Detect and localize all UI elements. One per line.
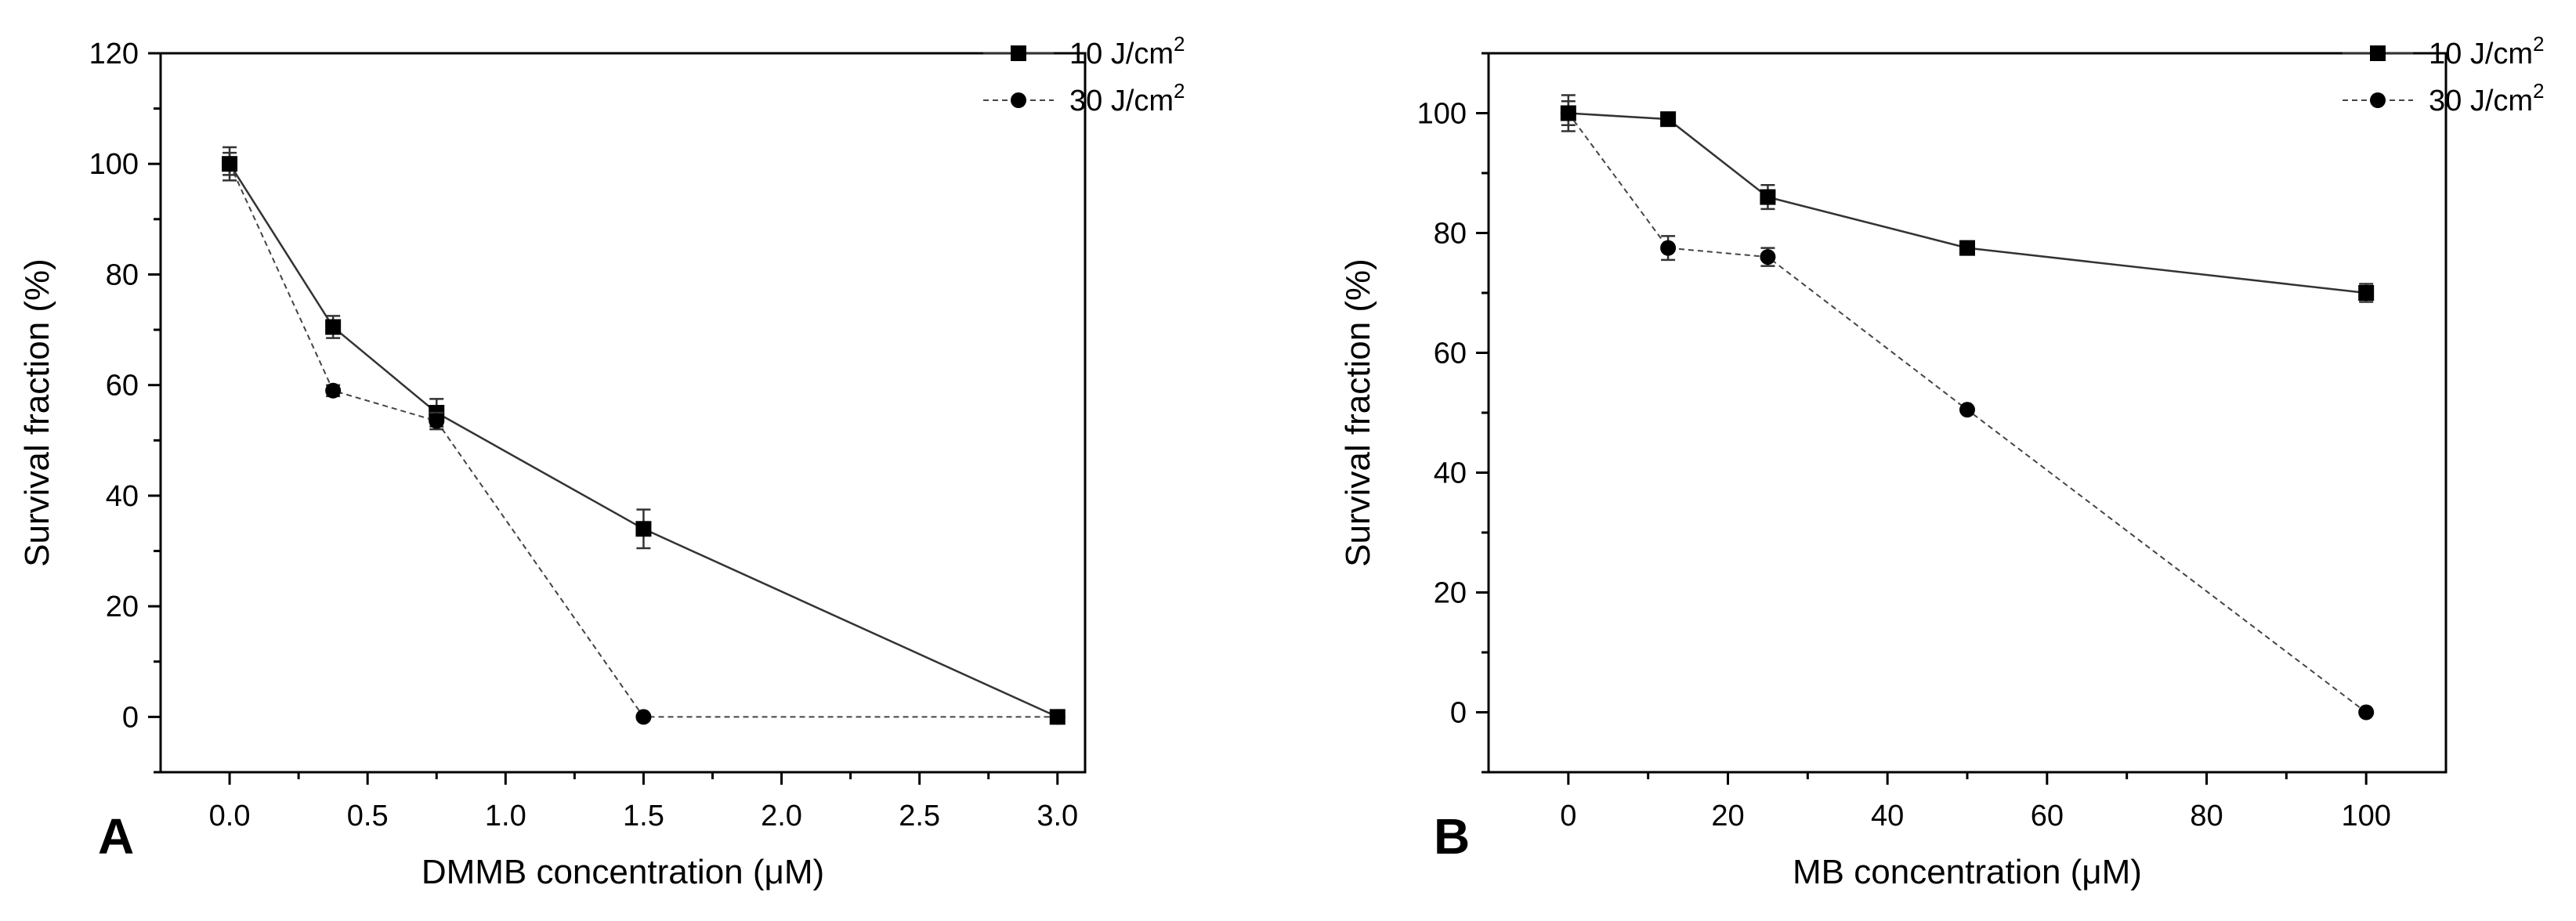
data-point-circle xyxy=(2358,704,2375,721)
legend-label: 10 J/cm2 xyxy=(1069,32,1185,70)
panel-a-axis-ticks: 0.0 0.5 1.0 1.5 2.0 2.5 3.0 0 20 40 60 80 100 120 xyxy=(89,38,1079,833)
data-point-circle xyxy=(429,413,445,429)
y-tick-label: 40 xyxy=(106,480,139,513)
legend-circle-icon xyxy=(1011,92,1026,108)
y-tick-label: 100 xyxy=(89,148,139,181)
data-point-square xyxy=(1959,240,1975,256)
x-tick-label: 1.0 xyxy=(485,800,526,833)
panel-a-label: A xyxy=(98,808,134,865)
y-tick-label: 20 xyxy=(106,591,139,623)
y-tick-label: 0 xyxy=(122,701,139,734)
data-point-circle xyxy=(222,156,238,172)
data-point-circle xyxy=(1959,402,1975,418)
data-point-square xyxy=(1660,111,1677,128)
y-tick-label: 60 xyxy=(106,370,139,403)
data-point-square xyxy=(1760,189,1776,205)
x-tick-label: 60 xyxy=(2031,800,2064,833)
x-tick-label: 0.5 xyxy=(347,800,389,833)
data-point-circle xyxy=(1760,249,1776,265)
x-tick-label: 1.5 xyxy=(623,800,664,833)
panel-a: 0.0 0.5 1.0 1.5 2.0 2.5 3.0 0 20 40 60 80 100 120 10 … xyxy=(18,32,1185,891)
y-tick-label: 100 xyxy=(1417,98,1467,131)
data-point-circle xyxy=(1049,709,1065,725)
x-tick-label: 0.0 xyxy=(209,800,251,833)
series-line-2 xyxy=(229,163,1058,718)
panel-b-x-axis-title: MB concentration (μM) xyxy=(1793,853,2142,891)
x-tick-label: 20 xyxy=(1711,800,1744,833)
panel-b-y-axis-title: Survival fraction (%) xyxy=(1339,258,1377,567)
data-point-circle xyxy=(1560,105,1576,121)
x-tick-label: 100 xyxy=(2341,800,2390,833)
panel-b-data-marks: 10 J/cm2 30 J/cm2 xyxy=(1560,32,2545,721)
y-tick-label: 60 xyxy=(1434,338,1467,370)
data-point-circle xyxy=(1660,240,1677,256)
series-line-1 xyxy=(229,163,1058,718)
panel-b-axis-ticks: 0 20 40 60 80 100 0 20 40 60 80 100 xyxy=(1417,52,2391,833)
y-tick-label: 120 xyxy=(89,38,139,70)
panel-a-y-axis-title: Survival fraction (%) xyxy=(18,258,56,567)
x-tick-label: 0 xyxy=(1560,800,1576,833)
data-point-circle xyxy=(325,382,342,399)
data-point-square xyxy=(2358,285,2375,301)
y-tick-label: 0 xyxy=(1450,697,1467,730)
legend-label: 30 J/cm2 xyxy=(2429,79,2545,117)
panel-b: 0 20 40 60 80 100 0 20 40 60 80 100 10 J/cm2 30 J/cm… xyxy=(1339,32,2545,891)
data-point-circle xyxy=(635,709,652,725)
x-tick-label: 80 xyxy=(2190,800,2223,833)
panel-a-plot-frame xyxy=(159,52,1087,774)
legend-label: 30 J/cm2 xyxy=(1069,79,1185,117)
legend-label: 10 J/cm2 xyxy=(2429,32,2545,70)
y-tick-label: 20 xyxy=(1434,577,1467,610)
y-tick-label: 40 xyxy=(1434,457,1467,490)
data-point-square xyxy=(325,319,342,335)
legend-square-icon xyxy=(1011,45,1026,61)
x-tick-label: 3.0 xyxy=(1037,800,1078,833)
x-tick-label: 40 xyxy=(1871,800,1904,833)
series-line-1 xyxy=(1568,112,2367,294)
y-tick-label: 80 xyxy=(1434,218,1467,251)
panel-b-label: B xyxy=(1434,808,1470,865)
data-point-square xyxy=(635,521,652,537)
panel-a-data-marks: 10 J/cm2 30 J/cm2 xyxy=(222,32,1185,725)
y-tick-label: 80 xyxy=(106,258,139,291)
legend-square-icon xyxy=(2370,45,2386,61)
x-tick-label: 2.5 xyxy=(899,800,940,833)
x-tick-label: 2.0 xyxy=(761,800,802,833)
panel-a-x-axis-title: DMMB concentration (μM) xyxy=(421,853,824,891)
legend-circle-icon xyxy=(2370,92,2386,108)
